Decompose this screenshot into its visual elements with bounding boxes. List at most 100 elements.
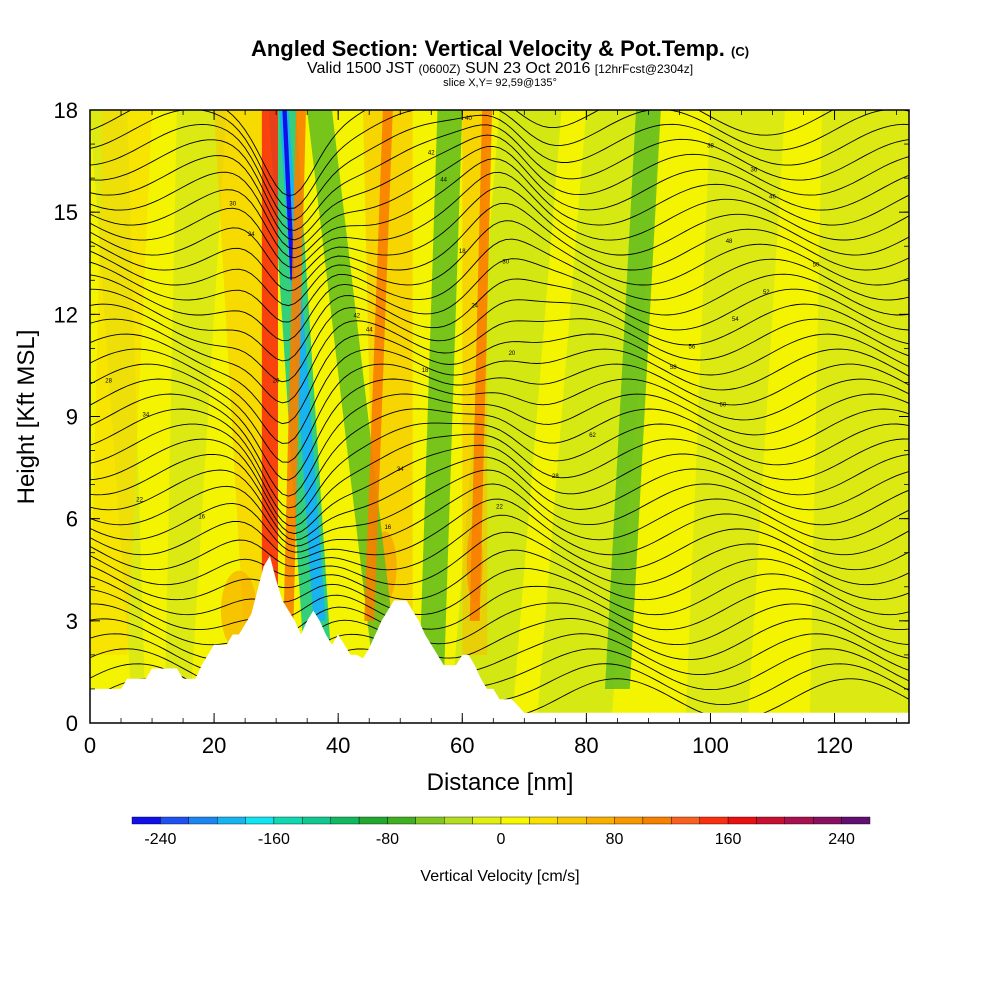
pot-temp-contour: [90, 134, 909, 241]
pot-temp-contour: [90, 114, 909, 221]
updraft-core: [364, 110, 393, 621]
y-tick-label: 9: [66, 405, 78, 430]
y-tick-label: 15: [54, 200, 78, 225]
pot-temp-contour: [90, 585, 909, 631]
chart-title: Angled Section: Vertical Velocity & Pot.…: [250, 36, 750, 61]
contour-label: 58: [670, 365, 677, 371]
weak-downdraft-band: [809, 110, 909, 723]
contour-label: 56: [688, 344, 695, 350]
contour-label: 18: [459, 249, 466, 255]
downdraft-band: [604, 110, 661, 689]
colorbar: -240 -160 -80 0 80 160 240: [131, 816, 871, 848]
pot-temp-contour: [90, 348, 909, 444]
weak-updraft-band: [90, 110, 153, 655]
pot-temp-contour: [90, 456, 909, 541]
contour-label: 24: [248, 232, 255, 238]
pot-temp-contour: [90, 422, 909, 518]
downdraft-band: [418, 110, 463, 689]
colorbar-swatch: [273, 816, 303, 825]
colorbar-tick-label: -160: [258, 831, 290, 848]
pot-temp-contour: [90, 393, 909, 497]
contour-label: 50: [813, 263, 820, 269]
x-tick-label: 0: [84, 733, 96, 758]
contour-label: 28: [105, 378, 112, 384]
contour-label: 60: [720, 402, 727, 408]
contour-label: 36: [751, 167, 758, 173]
pot-temp-contour: [90, 408, 909, 509]
pot-temp-contour: [90, 171, 909, 268]
terrain-mask: [90, 556, 909, 723]
contour-label: 22: [136, 498, 143, 504]
updraft-core: [261, 110, 278, 621]
x-tick-label: 60: [450, 733, 474, 758]
colorbar-tick-label: 160: [715, 831, 742, 848]
colorbar-swatch: [500, 816, 530, 825]
y-tick-label: 0: [66, 711, 78, 736]
slice-info: slice X,Y= 92,59@135°: [443, 77, 557, 89]
valid-time-line: Valid 1500 JST (0600Z) SUN 23 Oct 2016 […: [306, 60, 694, 77]
y-tick-label: 3: [66, 609, 78, 634]
pot-temp-contour: [90, 318, 909, 404]
contour-label: 34: [142, 413, 149, 419]
y-axis-title: Height [Kft MSL]: [13, 330, 40, 505]
colorbar-swatch: [727, 816, 757, 825]
contour-label: 38: [707, 143, 714, 149]
contour-label: 30: [229, 201, 236, 207]
x-tick-label: 120: [816, 733, 853, 758]
contour-label: 40: [465, 116, 472, 122]
y-tick-label: 12: [54, 302, 78, 327]
contour-label: 46: [769, 195, 776, 201]
y-axis: 0 36 9 12 15 18: [54, 98, 909, 736]
pot-temp-contour: [90, 124, 909, 231]
x-tick-label: 100: [692, 733, 729, 758]
contour-label: 28: [552, 474, 559, 480]
colorbar-swatch: [245, 816, 275, 825]
colorbar-swatch: [188, 816, 218, 825]
contour-label: 42: [353, 314, 360, 320]
pot-temp-contour: [90, 145, 909, 250]
pot-temp-contour: [90, 433, 909, 527]
pot-temp-contour: [90, 333, 909, 425]
pot-temp-contour: [90, 202, 909, 292]
contour-label: 22: [496, 504, 503, 510]
contour-label: 20: [273, 378, 280, 384]
colorbar-label: Vertical Velocity [cm/s]: [420, 868, 579, 885]
contour-label: 44: [366, 327, 373, 333]
pot-temp-contour: [90, 444, 909, 535]
colorbar-swatch: [358, 816, 388, 825]
colorbar-swatch: [529, 816, 559, 825]
pot-temp-contour: [90, 469, 909, 547]
pot-temp-contour: [90, 363, 909, 463]
updraft-core: [469, 110, 493, 621]
colorbar-swatch: [216, 816, 246, 825]
colorbar-swatch: [614, 816, 644, 825]
pot-temp-contour: [90, 220, 909, 307]
pot-temp-contour: [90, 299, 909, 383]
colorbar-swatch: [330, 816, 360, 825]
pot-temp-contour: [90, 258, 909, 342]
contour-label: 34: [397, 467, 404, 473]
y-tick-label: 18: [54, 98, 78, 123]
contour-label: 20: [509, 351, 516, 357]
colorbar-swatch: [642, 816, 672, 825]
colorbar-swatch: [756, 816, 786, 825]
contour-label: 54: [732, 317, 739, 323]
colorbar-tick-label: 80: [606, 831, 624, 848]
colorbar-swatch: [813, 816, 842, 825]
pot-temp-contour: [90, 378, 909, 481]
contour-label: 52: [763, 290, 770, 296]
colorbar-swatch: [472, 816, 502, 825]
strongest-downdraft-core: [282, 110, 295, 281]
colorbar-swatch: [841, 816, 871, 825]
x-tick-label: 80: [574, 733, 598, 758]
weak-downdraft-band: [164, 110, 227, 723]
contour-label: 16: [384, 525, 391, 531]
colorbar-swatch: [160, 816, 189, 825]
contour-label: 16: [198, 515, 205, 521]
contour-label: 24: [471, 304, 478, 310]
colorbar-swatch: [387, 816, 417, 825]
colorbar-swatch: [131, 816, 161, 825]
x-tick-label: 20: [202, 733, 226, 758]
pot-temp-contour: [90, 278, 909, 362]
